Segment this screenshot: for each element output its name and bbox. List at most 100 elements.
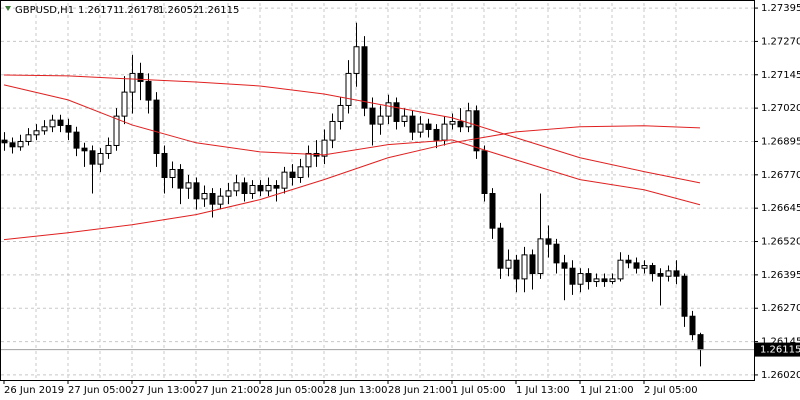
candle-body — [561, 262, 568, 269]
candle-body — [537, 238, 544, 275]
candle-body — [369, 107, 376, 125]
y-tick-label: 1.27395 — [761, 3, 800, 14]
candle-body — [1, 139, 8, 144]
candle-body — [65, 124, 72, 133]
candle-body — [393, 102, 400, 122]
candle-body — [569, 267, 576, 285]
x-tick-label: 1 Jul 21:00 — [580, 385, 634, 396]
candle-body — [161, 152, 168, 178]
candle-body — [385, 102, 392, 117]
candle-body — [81, 147, 88, 152]
candle-body — [449, 120, 456, 125]
candle-body — [209, 193, 216, 205]
candle-body — [697, 334, 704, 351]
candle-body — [665, 270, 672, 277]
plot-frame — [0, 0, 755, 381]
candle-body — [633, 262, 640, 269]
y-tick-label: 1.26145 — [761, 337, 800, 348]
last-open: 1.26171 — [78, 5, 119, 16]
candle-body — [337, 104, 344, 122]
x-tick-label: 28 Jun 05:00 — [260, 385, 324, 396]
header: GBPUSD,H1 1.26171 1.26178 1.26052 1.2611… — [5, 5, 239, 16]
candle-body — [593, 278, 600, 283]
candle-body — [521, 254, 528, 280]
candle-body — [625, 259, 632, 264]
y-tick-label: 1.26520 — [761, 237, 800, 248]
candle-body — [73, 131, 80, 149]
candle-body — [9, 142, 16, 148]
candle-body — [489, 193, 496, 229]
y-tick-label: 1.27270 — [761, 36, 800, 47]
candle-body — [609, 278, 616, 283]
candle-body — [185, 182, 192, 189]
candle-body — [473, 110, 480, 152]
candle-body — [201, 193, 208, 200]
candle-body — [601, 278, 608, 283]
marks — [1, 22, 704, 367]
last-close: 1.26115 — [198, 5, 239, 16]
price-label: 1.26115 — [760, 345, 800, 356]
x-tick-label: 28 Jun 21:00 — [388, 385, 452, 396]
candle-body — [657, 273, 664, 277]
candle-body — [433, 128, 440, 141]
candle-body — [321, 139, 328, 157]
candle-body — [217, 195, 224, 205]
candle-body — [505, 259, 512, 269]
candle-body — [89, 150, 96, 165]
candle-body — [105, 144, 112, 154]
candle-body — [121, 91, 128, 117]
candle-body — [425, 123, 432, 130]
y-tick-label: 1.26270 — [761, 303, 800, 314]
candle-body — [25, 134, 32, 142]
candle-body — [617, 259, 624, 280]
candle-body — [409, 115, 416, 133]
x-tick-label: 28 Jun 13:00 — [324, 385, 388, 396]
candle-body — [241, 182, 248, 195]
candle-body — [585, 273, 592, 283]
candle-body — [233, 182, 240, 192]
moving-average — [3, 74, 701, 184]
y-tick-label: 1.26645 — [761, 203, 800, 214]
candle-body — [441, 123, 448, 141]
candle-body — [345, 72, 352, 106]
candle-body — [137, 72, 144, 82]
candle-body — [193, 182, 200, 200]
candle-body — [113, 115, 120, 146]
candle-body — [249, 184, 256, 195]
moving-average — [3, 125, 701, 241]
x-tick-label: 1 Jul 13:00 — [516, 385, 570, 396]
last-low: 1.26052 — [158, 5, 199, 16]
x-tick-label: 2 Jul 05:00 — [644, 385, 698, 396]
price-label-box — [755, 342, 800, 357]
candle-body — [329, 120, 336, 141]
moving-average — [3, 84, 701, 206]
candle-body — [153, 99, 160, 154]
candle-body — [553, 243, 560, 264]
x-tick-label: 27 Jun 05:00 — [68, 385, 132, 396]
candle-body — [513, 259, 520, 280]
candle-body — [33, 130, 40, 136]
candle-body — [361, 46, 368, 109]
candle-body — [681, 275, 688, 317]
candle-body — [457, 120, 464, 128]
candle-body — [281, 171, 288, 189]
candle-body — [297, 166, 304, 178]
candle-body — [417, 123, 424, 133]
candle-body — [169, 168, 176, 178]
candle-body — [177, 168, 184, 189]
candle-body — [129, 72, 136, 93]
candle-body — [465, 110, 472, 128]
last-high: 1.26178 — [118, 5, 159, 16]
y-tick-label: 1.26395 — [761, 270, 800, 281]
candle-body — [545, 238, 552, 245]
y-tick-label: 1.26770 — [761, 170, 800, 181]
candle-body — [225, 190, 232, 197]
candle-body — [497, 227, 504, 269]
y-tick-label: 1.27020 — [761, 103, 800, 114]
candle-body — [49, 119, 56, 128]
candle-body — [529, 254, 536, 275]
candle-body — [257, 184, 264, 192]
candle-body — [673, 270, 680, 277]
